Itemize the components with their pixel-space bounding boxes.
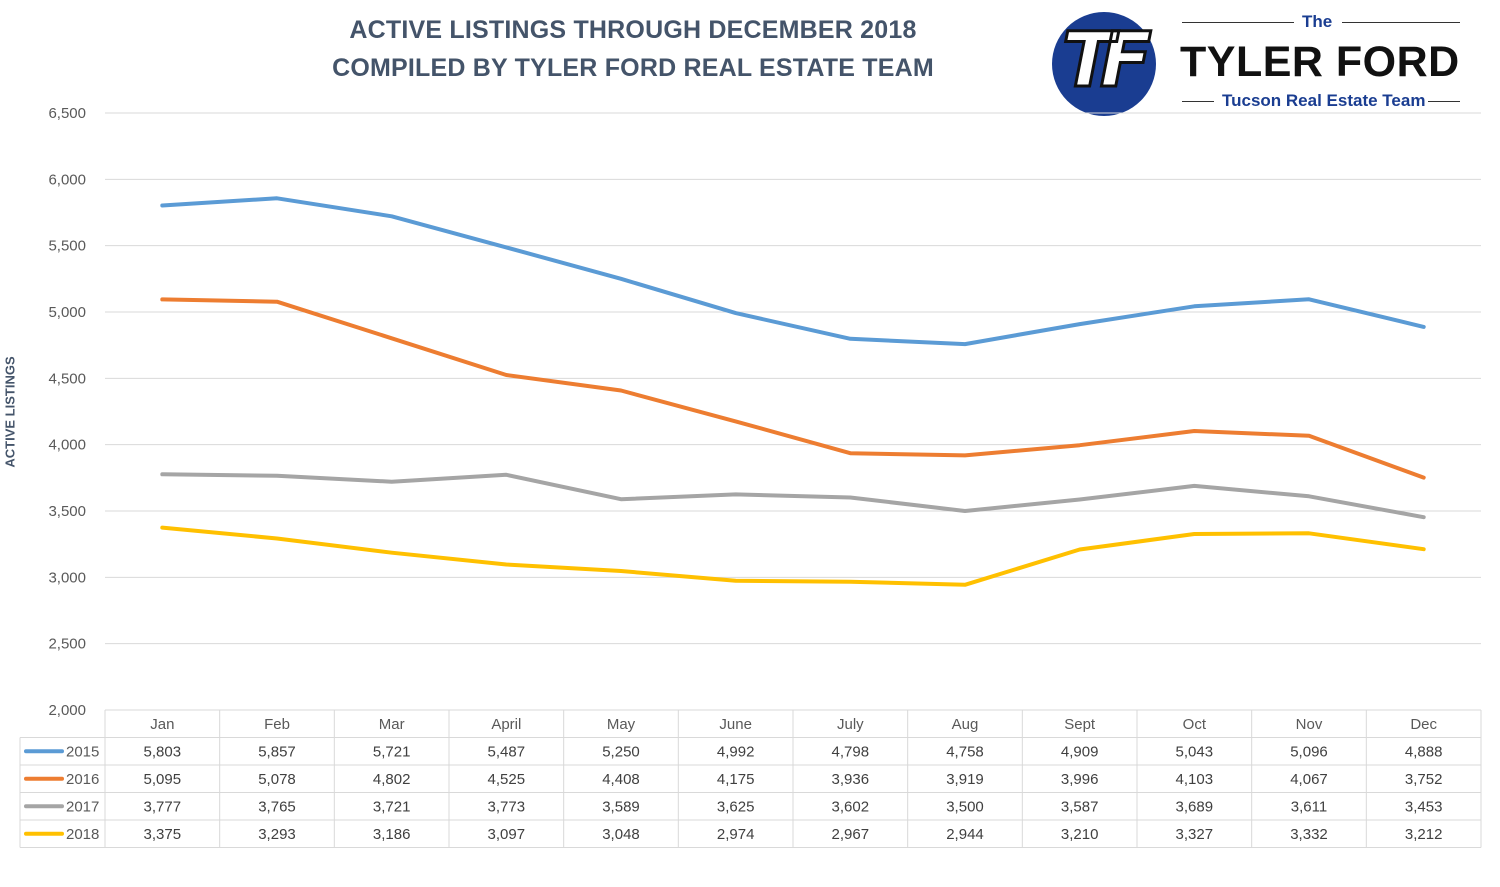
- brand-logo: TF The TYLER FORD Tucson Real Estate Tea…: [1052, 10, 1472, 116]
- y-tick-label: 4,500: [48, 370, 86, 387]
- series-line-2018: [160, 525, 1426, 587]
- y-tick-label: 6,000: [48, 171, 86, 188]
- data-label: 5,096: [1290, 743, 1328, 760]
- data-label: 3,210: [1061, 826, 1099, 843]
- data-label: 3,602: [832, 798, 870, 815]
- data-label: 4,758: [946, 743, 984, 760]
- data-label: 3,097: [488, 826, 526, 843]
- y-tick-label: 2,000: [48, 702, 86, 719]
- y-tick-label: 6,500: [48, 105, 86, 122]
- logo-circle-icon: [1052, 12, 1156, 116]
- chart-title: ACTIVE LISTINGS THROUGH DECEMBER 2018: [349, 16, 917, 44]
- x-tick-label: Nov: [1296, 716, 1323, 733]
- data-label: 3,375: [144, 826, 182, 843]
- data-label: 5,078: [258, 771, 296, 788]
- data-label: 5,095: [144, 771, 182, 788]
- data-label: 3,212: [1405, 826, 1443, 843]
- legend-label: 2015: [66, 743, 99, 760]
- data-label: 3,773: [488, 798, 526, 815]
- data-label: 4,802: [373, 771, 411, 788]
- x-tick-label: Oct: [1183, 716, 1207, 733]
- data-label: 3,611: [1291, 798, 1327, 815]
- data-label: 3,186: [373, 826, 411, 843]
- data-label: 3,500: [946, 798, 984, 815]
- x-tick-label: Feb: [264, 716, 290, 733]
- x-tick-label: June: [719, 716, 752, 733]
- data-label: 5,043: [1176, 743, 1214, 760]
- data-label: 4,067: [1290, 771, 1328, 788]
- data-label: 4,888: [1405, 743, 1443, 760]
- x-tick-label: April: [491, 716, 521, 733]
- series-line-2016: [160, 297, 1426, 480]
- data-label: 5,721: [373, 743, 411, 760]
- data-label: 4,909: [1061, 743, 1099, 760]
- series-line-2015: [160, 196, 1426, 347]
- y-tick-label: 3,500: [48, 503, 86, 520]
- y-tick-label: 2,500: [48, 636, 86, 653]
- data-label: 3,293: [258, 826, 296, 843]
- x-tick-label: Aug: [952, 716, 979, 733]
- data-label: 5,803: [144, 743, 182, 760]
- x-tick-label: Sept: [1064, 716, 1096, 733]
- series-line-2017: [160, 472, 1426, 520]
- x-tick-label: Dec: [1410, 716, 1437, 733]
- y-tick-label: 5,500: [48, 238, 86, 255]
- data-label: 2,967: [832, 826, 870, 843]
- data-label: 3,587: [1061, 798, 1099, 815]
- x-tick-label: Mar: [379, 716, 405, 733]
- data-label: 3,453: [1405, 798, 1443, 815]
- data-label: 3,625: [717, 798, 755, 815]
- data-label: 4,992: [717, 743, 755, 760]
- data-label: 3,327: [1176, 826, 1214, 843]
- data-label: 3,777: [144, 798, 182, 815]
- x-tick-label: Jan: [150, 716, 174, 733]
- x-tick-label: July: [837, 716, 864, 733]
- data-label: 4,798: [832, 743, 870, 760]
- data-label: 2,944: [946, 826, 984, 843]
- data-label: 5,250: [602, 743, 640, 760]
- data-label: 3,919: [946, 771, 984, 788]
- logo-the-text: The: [1302, 12, 1333, 31]
- data-label: 4,103: [1176, 771, 1214, 788]
- data-label: 3,936: [832, 771, 870, 788]
- data-label: 3,765: [258, 798, 296, 815]
- logo-rule-top-right: [1342, 22, 1460, 23]
- chart-subtitle: COMPILED BY TYLER FORD REAL ESTATE TEAM: [332, 54, 934, 82]
- legend-label: 2018: [66, 826, 99, 843]
- data-label: 3,689: [1176, 798, 1214, 815]
- data-label: 3,721: [373, 798, 411, 815]
- legend-label: 2017: [66, 798, 99, 815]
- logo-tagline: Tucson Real Estate Team: [1222, 91, 1426, 110]
- data-label: 3,332: [1290, 826, 1328, 843]
- data-label: 2,974: [717, 826, 755, 843]
- y-tick-label: 5,000: [48, 304, 86, 321]
- logo-rule-top-left: [1182, 22, 1294, 23]
- x-tick-label: May: [607, 716, 636, 733]
- data-label: 3,996: [1061, 771, 1099, 788]
- data-label: 4,408: [602, 771, 640, 788]
- y-tick-label: 4,000: [48, 437, 86, 454]
- y-tick-label: 3,000: [48, 569, 86, 586]
- data-label: 5,487: [488, 743, 526, 760]
- data-label: 3,048: [602, 826, 640, 843]
- data-label: 3,589: [602, 798, 640, 815]
- logo-brand-name: TYLER FORD: [1180, 38, 1460, 86]
- data-label: 3,752: [1405, 771, 1443, 788]
- logo-rule-bottom-right: [1428, 101, 1460, 102]
- data-label: 5,857: [258, 743, 296, 760]
- data-label: 4,525: [488, 771, 526, 788]
- data-label: 4,175: [717, 771, 755, 788]
- legend-label: 2016: [66, 771, 99, 788]
- logo-rule-bottom-left: [1182, 101, 1214, 102]
